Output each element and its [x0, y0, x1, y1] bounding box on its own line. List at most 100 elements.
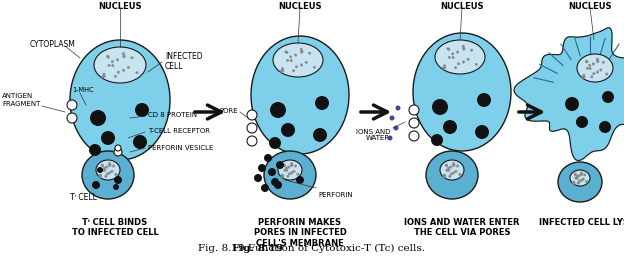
Circle shape — [290, 162, 293, 165]
Circle shape — [450, 166, 452, 168]
Circle shape — [600, 69, 602, 71]
Circle shape — [580, 173, 583, 176]
Circle shape — [281, 123, 295, 137]
Circle shape — [602, 61, 605, 63]
Circle shape — [291, 164, 293, 167]
Circle shape — [291, 164, 293, 166]
Polygon shape — [514, 28, 624, 160]
Circle shape — [605, 73, 608, 75]
Text: NUCLEUS: NUCLEUS — [98, 2, 142, 11]
Circle shape — [97, 167, 103, 173]
Circle shape — [109, 162, 110, 165]
Circle shape — [104, 169, 106, 172]
Ellipse shape — [82, 151, 134, 199]
Circle shape — [580, 173, 583, 175]
Circle shape — [133, 135, 147, 149]
Circle shape — [446, 164, 448, 167]
Circle shape — [452, 164, 455, 166]
Text: NUCLEUS: NUCLEUS — [441, 2, 484, 11]
Circle shape — [585, 180, 588, 183]
Circle shape — [588, 64, 591, 67]
Circle shape — [114, 148, 122, 156]
Circle shape — [593, 72, 595, 75]
Text: TO INFECTED CELL: TO INFECTED CELL — [72, 228, 158, 237]
Circle shape — [444, 67, 446, 69]
Circle shape — [300, 48, 303, 50]
Circle shape — [462, 45, 464, 47]
Circle shape — [477, 93, 491, 107]
Circle shape — [409, 131, 419, 141]
Text: PERFORIN MAKES
PORES IN INFECTED
CELL'S MEMBRANE: PERFORIN MAKES PORES IN INFECTED CELL'S … — [253, 218, 346, 248]
Circle shape — [462, 48, 465, 50]
Circle shape — [112, 165, 115, 167]
Circle shape — [254, 174, 262, 182]
Circle shape — [106, 55, 109, 57]
Text: Fig. 8.19 Function of Cytotoxic-T (Tc) cells.: Fig. 8.19 Function of Cytotoxic-T (Tc) c… — [198, 244, 426, 253]
Circle shape — [284, 169, 286, 171]
Circle shape — [103, 73, 105, 75]
Circle shape — [101, 164, 104, 166]
Circle shape — [589, 67, 592, 70]
Circle shape — [115, 173, 117, 176]
Circle shape — [457, 63, 460, 65]
Circle shape — [122, 69, 125, 72]
Circle shape — [443, 120, 457, 134]
Circle shape — [105, 166, 108, 168]
Circle shape — [467, 58, 469, 61]
Text: Fig. 8.19: Fig. 8.19 — [232, 244, 287, 253]
Circle shape — [89, 144, 101, 156]
Circle shape — [446, 169, 448, 171]
Circle shape — [575, 177, 577, 179]
Text: IONS AND
WATER: IONS AND WATER — [356, 128, 390, 141]
Circle shape — [394, 126, 399, 131]
Circle shape — [583, 74, 585, 76]
Circle shape — [388, 135, 392, 140]
Text: INFECTED CELL LYSES: INFECTED CELL LYSES — [539, 218, 624, 227]
Ellipse shape — [435, 40, 485, 74]
Circle shape — [288, 173, 290, 175]
Text: Tⁱ CELL: Tⁱ CELL — [70, 193, 97, 202]
Text: NUCLEUS: NUCLEUS — [278, 2, 322, 11]
Circle shape — [286, 59, 289, 62]
Circle shape — [596, 58, 598, 60]
Circle shape — [106, 173, 109, 175]
Circle shape — [99, 174, 102, 176]
Circle shape — [104, 167, 105, 169]
Circle shape — [67, 100, 77, 110]
Circle shape — [102, 169, 104, 171]
Circle shape — [107, 56, 110, 58]
Circle shape — [108, 64, 110, 67]
Circle shape — [135, 103, 149, 117]
Circle shape — [127, 66, 130, 69]
Circle shape — [113, 184, 119, 190]
Circle shape — [443, 176, 445, 178]
Circle shape — [301, 50, 303, 53]
Circle shape — [602, 91, 614, 103]
Circle shape — [290, 59, 293, 62]
Circle shape — [578, 180, 580, 183]
Circle shape — [295, 54, 297, 56]
Circle shape — [122, 52, 125, 55]
Circle shape — [112, 64, 114, 67]
Circle shape — [110, 170, 113, 173]
Circle shape — [123, 55, 125, 58]
Circle shape — [455, 170, 457, 173]
Text: CYTOPLASM: CYTOPLASM — [30, 40, 76, 49]
Circle shape — [281, 176, 283, 178]
Circle shape — [258, 164, 266, 172]
Circle shape — [452, 164, 455, 167]
Text: PORE: PORE — [220, 108, 238, 114]
Text: 1-MHC: 1-MHC — [72, 87, 94, 93]
Text: T-CELL RECEPTOR: T-CELL RECEPTOR — [148, 128, 210, 134]
Circle shape — [582, 76, 584, 79]
Circle shape — [444, 174, 446, 176]
Ellipse shape — [273, 43, 323, 77]
Circle shape — [296, 173, 299, 176]
Circle shape — [452, 56, 454, 59]
Circle shape — [586, 67, 588, 69]
Circle shape — [475, 63, 477, 66]
Circle shape — [573, 181, 575, 183]
Circle shape — [565, 97, 579, 111]
Circle shape — [247, 110, 257, 120]
Ellipse shape — [264, 151, 316, 199]
